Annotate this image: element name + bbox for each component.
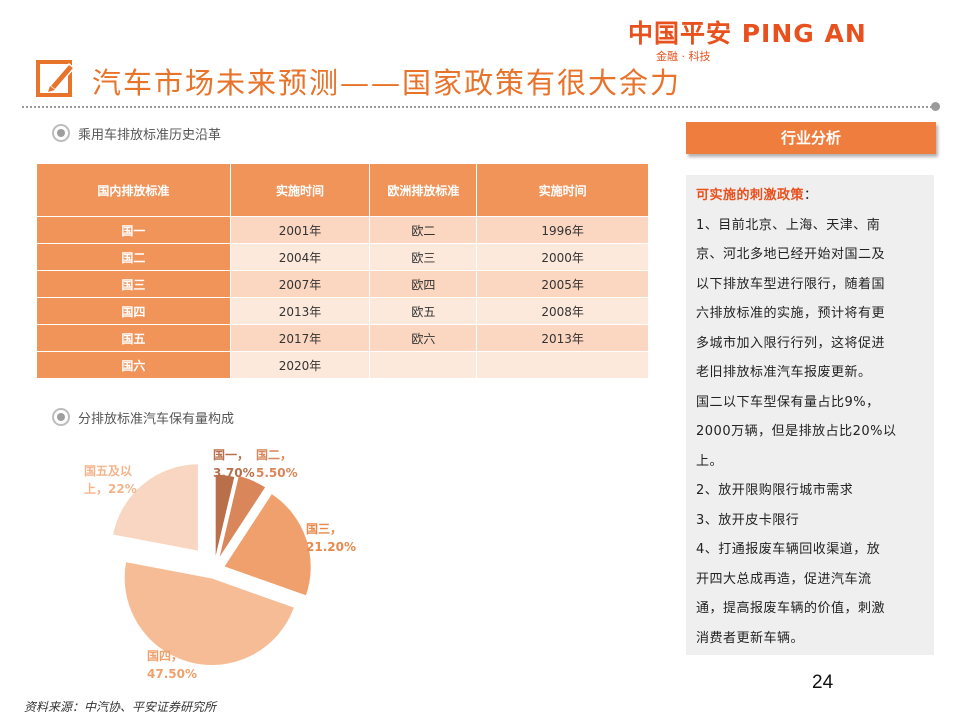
table-header-row: 国内排放标准 实施时间 欧洲排放标准 实施时间 [36,163,649,217]
table-cell [369,351,478,379]
panel-heading: 可实施的刺激政策 [696,188,805,203]
table-cell: 2017年 [229,324,371,352]
panel-line: 京、河北多地已经开始对国二及 [696,247,886,262]
table-cell [476,351,649,379]
page-title: 汽车市场未来预测——国家政策有很大余力 [92,66,682,100]
table-cell: 2013年 [229,297,371,325]
col-header: 实施时间 [229,163,371,217]
panel-line: 以下排放车型进行限行，随着国 [696,276,886,292]
col-header: 国内排放标准 [36,163,231,217]
table-cell: 欧五 [369,297,478,325]
pie-slice-label: 国二， 5.50% [256,448,298,480]
table-row: 国六 2020年 [36,351,649,379]
panel-line: 2、放开限购限行城市需求 [696,483,854,498]
table-cell: 2001年 [229,216,371,244]
table-cell: 国二 [36,243,231,271]
table-cell: 2020年 [229,351,371,379]
page-number: 24 [812,672,834,693]
panel-line: 1、目前北京、上海、天津、南 [696,217,881,233]
panel-line: 老旧排放标准汽车报废更新。 [696,365,872,380]
pie-slice-label: 国一， 3.70% [213,448,255,480]
panel-line: 六排放标准的实施，预计将有更 [696,306,886,321]
table-cell: 国五 [36,324,231,352]
panel-line: 国二以下车型保有量占比9%， [696,394,880,410]
logo-wordmark: 中国平安 PING AN [628,19,867,48]
logo-tagline: 金融 · 科技 [656,50,711,63]
pie-slice-2 [217,474,268,562]
analysis-panel: 可实施的刺激政策： 1、目前北京、上海、天津、南 京、河北多地已经开始对国二及 … [686,175,934,655]
section-emission-history: 乘用车排放标准历史沿革 [52,124,221,143]
col-header: 实施时间 [476,163,649,217]
pie-slice-label: 国四， 47.50% [147,649,197,681]
table-row: 国四 2013年 欧五 2008年 [36,297,649,325]
panel-line: 多城市加入限行行列，这将促进 [696,335,886,351]
emission-standard-table: 国内排放标准 实施时间 欧洲排放标准 实施时间 国一 2001年 欧二 1996… [36,163,649,379]
table-cell: 欧四 [369,270,478,298]
pie-slice-1 [214,473,237,563]
panel-line: 开四大总成再造，促进汽车流 [696,571,872,587]
table-cell: 欧二 [369,216,478,244]
panel-line: 4、打通报废车辆回收渠道，放 [696,542,881,557]
industry-analysis-header: 行业分析 [686,122,936,154]
panel-heading-line: 可实施的刺激政策： [696,181,922,211]
panel-line: 消费者更新车辆。 [696,630,805,646]
source-note: 资料来源：中汽协、平安证券研究所 [24,700,217,714]
table-cell: 欧三 [369,243,478,271]
section-label: 乘用车排放标准历史沿革 [78,128,222,143]
bullet-circle-icon [52,124,70,142]
table-cell: 国四 [36,297,231,325]
bullet-circle-icon [52,408,70,426]
pingan-logo: 中国平安 PING AN 金融 · 科技 [628,14,904,63]
panel-line: 2000万辆，但是排放占比20%以 [696,424,897,439]
table-cell: 国六 [36,351,231,379]
pencil-note-icon [36,60,76,97]
table-row: 国五 2017年 欧六 2013年 [36,324,649,352]
panel-line: 3、放开皮卡限行 [696,512,800,528]
table-cell: 1996年 [476,216,649,244]
col-header: 欧洲排放标准 [369,163,478,217]
pie-slice-label: 国三， 21.20% [306,522,356,554]
table-row: 国二 2004年 欧三 2000年 [36,243,649,271]
panel-heading-colon: ： [804,188,818,203]
section-ownership-composition: 分排放标准汽车保有量构成 [52,408,234,427]
table-cell: 2007年 [229,270,371,298]
table-cell: 国三 [36,270,231,298]
table-row: 国三 2007年 欧四 2005年 [36,270,649,298]
panel-line: 通，提高报废车辆的价值，刺激 [696,601,886,616]
panel-line: 上。 [696,453,724,469]
pie-slice-3 [222,492,313,598]
title-divider [22,106,940,108]
table-cell: 2000年 [476,243,649,271]
table-cell: 2008年 [476,297,649,325]
table-row: 国一 2001年 欧二 1996年 [36,216,649,244]
table-cell: 欧六 [369,324,478,352]
pie-slice-label: 国五及以 上，22% [84,464,137,496]
table-cell: 2005年 [476,270,649,298]
table-cell: 国一 [36,216,231,244]
table-cell: 2004年 [229,243,371,271]
divider-end-dot [931,102,940,111]
section-label: 分排放标准汽车保有量构成 [78,412,235,427]
table-cell: 2013年 [476,324,649,352]
